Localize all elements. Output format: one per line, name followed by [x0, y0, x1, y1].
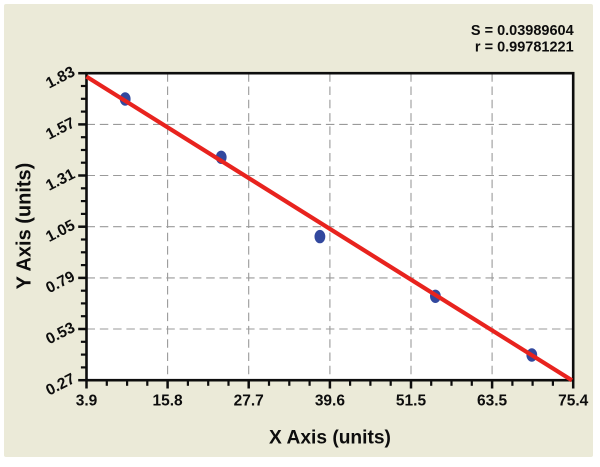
svg-text:63.5: 63.5 — [477, 393, 508, 410]
svg-text:39.6: 39.6 — [315, 393, 346, 410]
svg-text:75.4: 75.4 — [558, 393, 589, 410]
svg-text:3.9: 3.9 — [76, 393, 98, 410]
svg-text:S = 0.03989604: S = 0.03989604 — [471, 23, 574, 39]
svg-text:15.8: 15.8 — [153, 393, 184, 410]
svg-text:Y Axis (units): Y Axis (units) — [14, 163, 36, 290]
svg-text:X Axis (units): X Axis (units) — [269, 427, 391, 448]
svg-text:27.7: 27.7 — [234, 393, 264, 410]
svg-text:r = 0.99781221: r = 0.99781221 — [475, 40, 574, 56]
svg-text:51.5: 51.5 — [396, 393, 427, 410]
